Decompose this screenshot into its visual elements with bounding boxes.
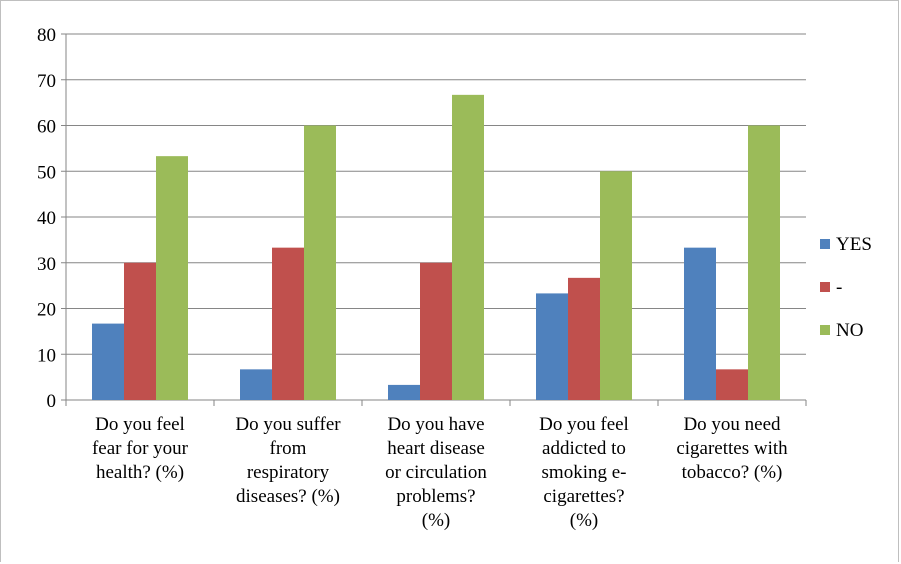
x-tick-label-line: tobacco? (%) (681, 462, 783, 483)
x-tick-label: Do you suffer from respiratory diseases? (%… (218, 413, 358, 509)
x-tick-label-line: fear for your (91, 438, 188, 459)
legend-swatch-no (820, 325, 830, 335)
x-tick-label: Do you have heart disease or circulation pr… (366, 413, 506, 533)
bar-yes-1 (92, 323, 124, 400)
bar-no-5 (748, 125, 780, 400)
x-tick-label-line: cigarettes with (676, 438, 788, 459)
x-tick-label-line: diseases? (%) (236, 486, 340, 507)
legend-swatch-dash (820, 282, 830, 292)
y-tick-label: 50 (37, 162, 56, 183)
x-tick-label: Do you need cigarettes with tobacco? (%) (662, 413, 802, 485)
legend-label: YES (836, 234, 872, 255)
x-tick-label-line: Do you feel (95, 414, 185, 435)
x-tick-label-line: or circulation (385, 462, 487, 483)
bar-no-3 (452, 94, 484, 400)
y-tick-label: 80 (37, 25, 56, 46)
x-tick-label: Do you feel addicted to smoking e-cigarett… (514, 413, 654, 533)
bar-dash-1 (124, 262, 156, 400)
bar-dash-2 (272, 247, 304, 400)
x-tick-label-line: smoking e- (541, 462, 627, 483)
y-tick-label: 70 (37, 71, 56, 92)
legend-label: NO (836, 320, 863, 341)
bar-yes-3 (388, 384, 420, 400)
x-tick-label-line: respiratory (246, 462, 330, 483)
y-tick-label: 30 (37, 254, 56, 275)
x-tick-label-line: Do you suffer (235, 414, 341, 435)
x-tick-label-line: Do you feel (539, 414, 629, 435)
x-tick-label-line: (%) (569, 510, 599, 531)
y-tick-label: 20 (37, 300, 56, 321)
bar-dash-4 (568, 277, 600, 400)
x-tick-label-line: cigarettes? (543, 486, 625, 507)
bar-dash-3 (420, 262, 452, 400)
bar-no-1 (156, 156, 188, 400)
x-tick-label-line: health? (%) (95, 462, 185, 483)
x-tick-label-line: addicted to (542, 438, 626, 459)
y-tick-label: 40 (37, 208, 56, 229)
x-tick-label-line: Do you have (387, 414, 485, 435)
y-tick-label: 60 (37, 117, 56, 138)
x-tick-label-line: (%) (421, 510, 451, 531)
bar-no-2 (304, 125, 336, 400)
x-tick-label-line: from (269, 438, 307, 459)
legend-label: - (836, 277, 842, 298)
y-tick-label: 10 (37, 345, 56, 366)
bar-no-4 (600, 171, 632, 400)
bar-yes-4 (536, 293, 568, 400)
x-tick-label-line: heart disease (387, 438, 485, 459)
y-tick-label: 0 (47, 391, 57, 412)
x-tick-label: Do you feel fear for your health? (%) (70, 413, 210, 485)
bar-yes-5 (684, 247, 716, 400)
bar-dash-5 (716, 369, 748, 400)
bar-yes-2 (240, 369, 272, 400)
x-tick-label-line: problems? (396, 486, 476, 507)
legend-swatch-yes (820, 239, 830, 249)
x-tick-label-line: Do you need (683, 414, 781, 435)
